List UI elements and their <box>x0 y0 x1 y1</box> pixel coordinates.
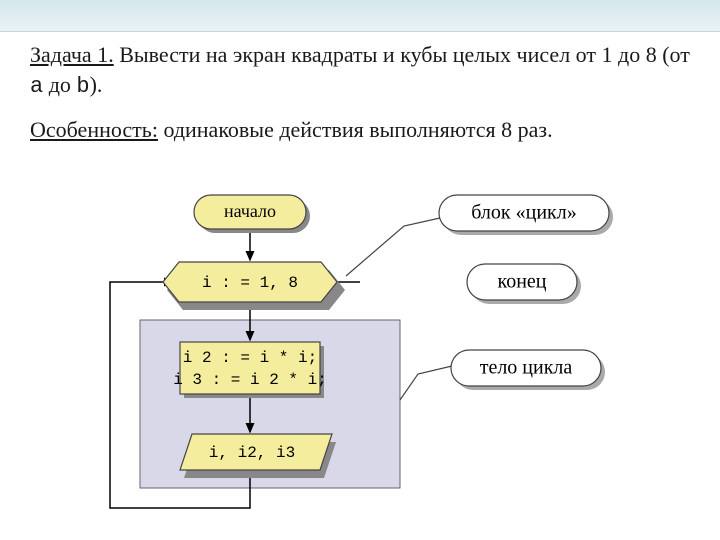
decorative-top-bar <box>0 0 720 32</box>
callout-end: конец <box>467 264 581 304</box>
flowchart-diagram: начало i : = 1, 8 i 2 : = i * i; i 3 : =… <box>0 190 720 540</box>
flow-node-body-label2: i 3 : = i 2 * i; <box>173 371 327 389</box>
task-end: ). <box>90 72 103 97</box>
feature-paragraph: Особенность: одинаковые действия выполня… <box>30 115 690 145</box>
feature-body: одинаковые действия выполняются 8 раз. <box>158 117 553 142</box>
flow-node-output: i, i2, i3 <box>180 434 336 478</box>
feature-label: Особенность: <box>30 117 158 142</box>
flow-node-body-label1: i 2 : = i * i; <box>183 349 317 367</box>
callout-block-cycle-label: блок «цикл» <box>471 202 576 224</box>
task-var-a: a <box>30 74 43 99</box>
flow-node-output-label: i, i2, i3 <box>209 444 295 462</box>
flow-node-loop-label: i : = 1, 8 <box>202 274 298 292</box>
flow-node-start: начало <box>194 195 310 233</box>
callout-body: тело цикла <box>400 350 605 400</box>
task-paragraph: Задача 1. Вывести на экран квадраты и ку… <box>30 40 690 101</box>
task-body: Вывести на экран квадраты и кубы целых ч… <box>114 42 690 67</box>
task-mid: до <box>43 72 76 97</box>
flow-node-start-label: начало <box>224 201 276 221</box>
flow-node-loop: i : = 1, 8 <box>163 262 345 310</box>
flow-node-body: i 2 : = i * i; i 3 : = i 2 * i; <box>173 342 327 398</box>
callout-body-label: тело цикла <box>480 357 573 379</box>
task-label: Задача 1. <box>30 42 114 67</box>
slide-content: Задача 1. Вывести на экран квадраты и ку… <box>30 40 690 145</box>
callout-block-cycle: блок «цикл» <box>346 195 613 276</box>
task-var-b: b <box>76 74 89 99</box>
callout-end-label: конец <box>498 271 547 293</box>
